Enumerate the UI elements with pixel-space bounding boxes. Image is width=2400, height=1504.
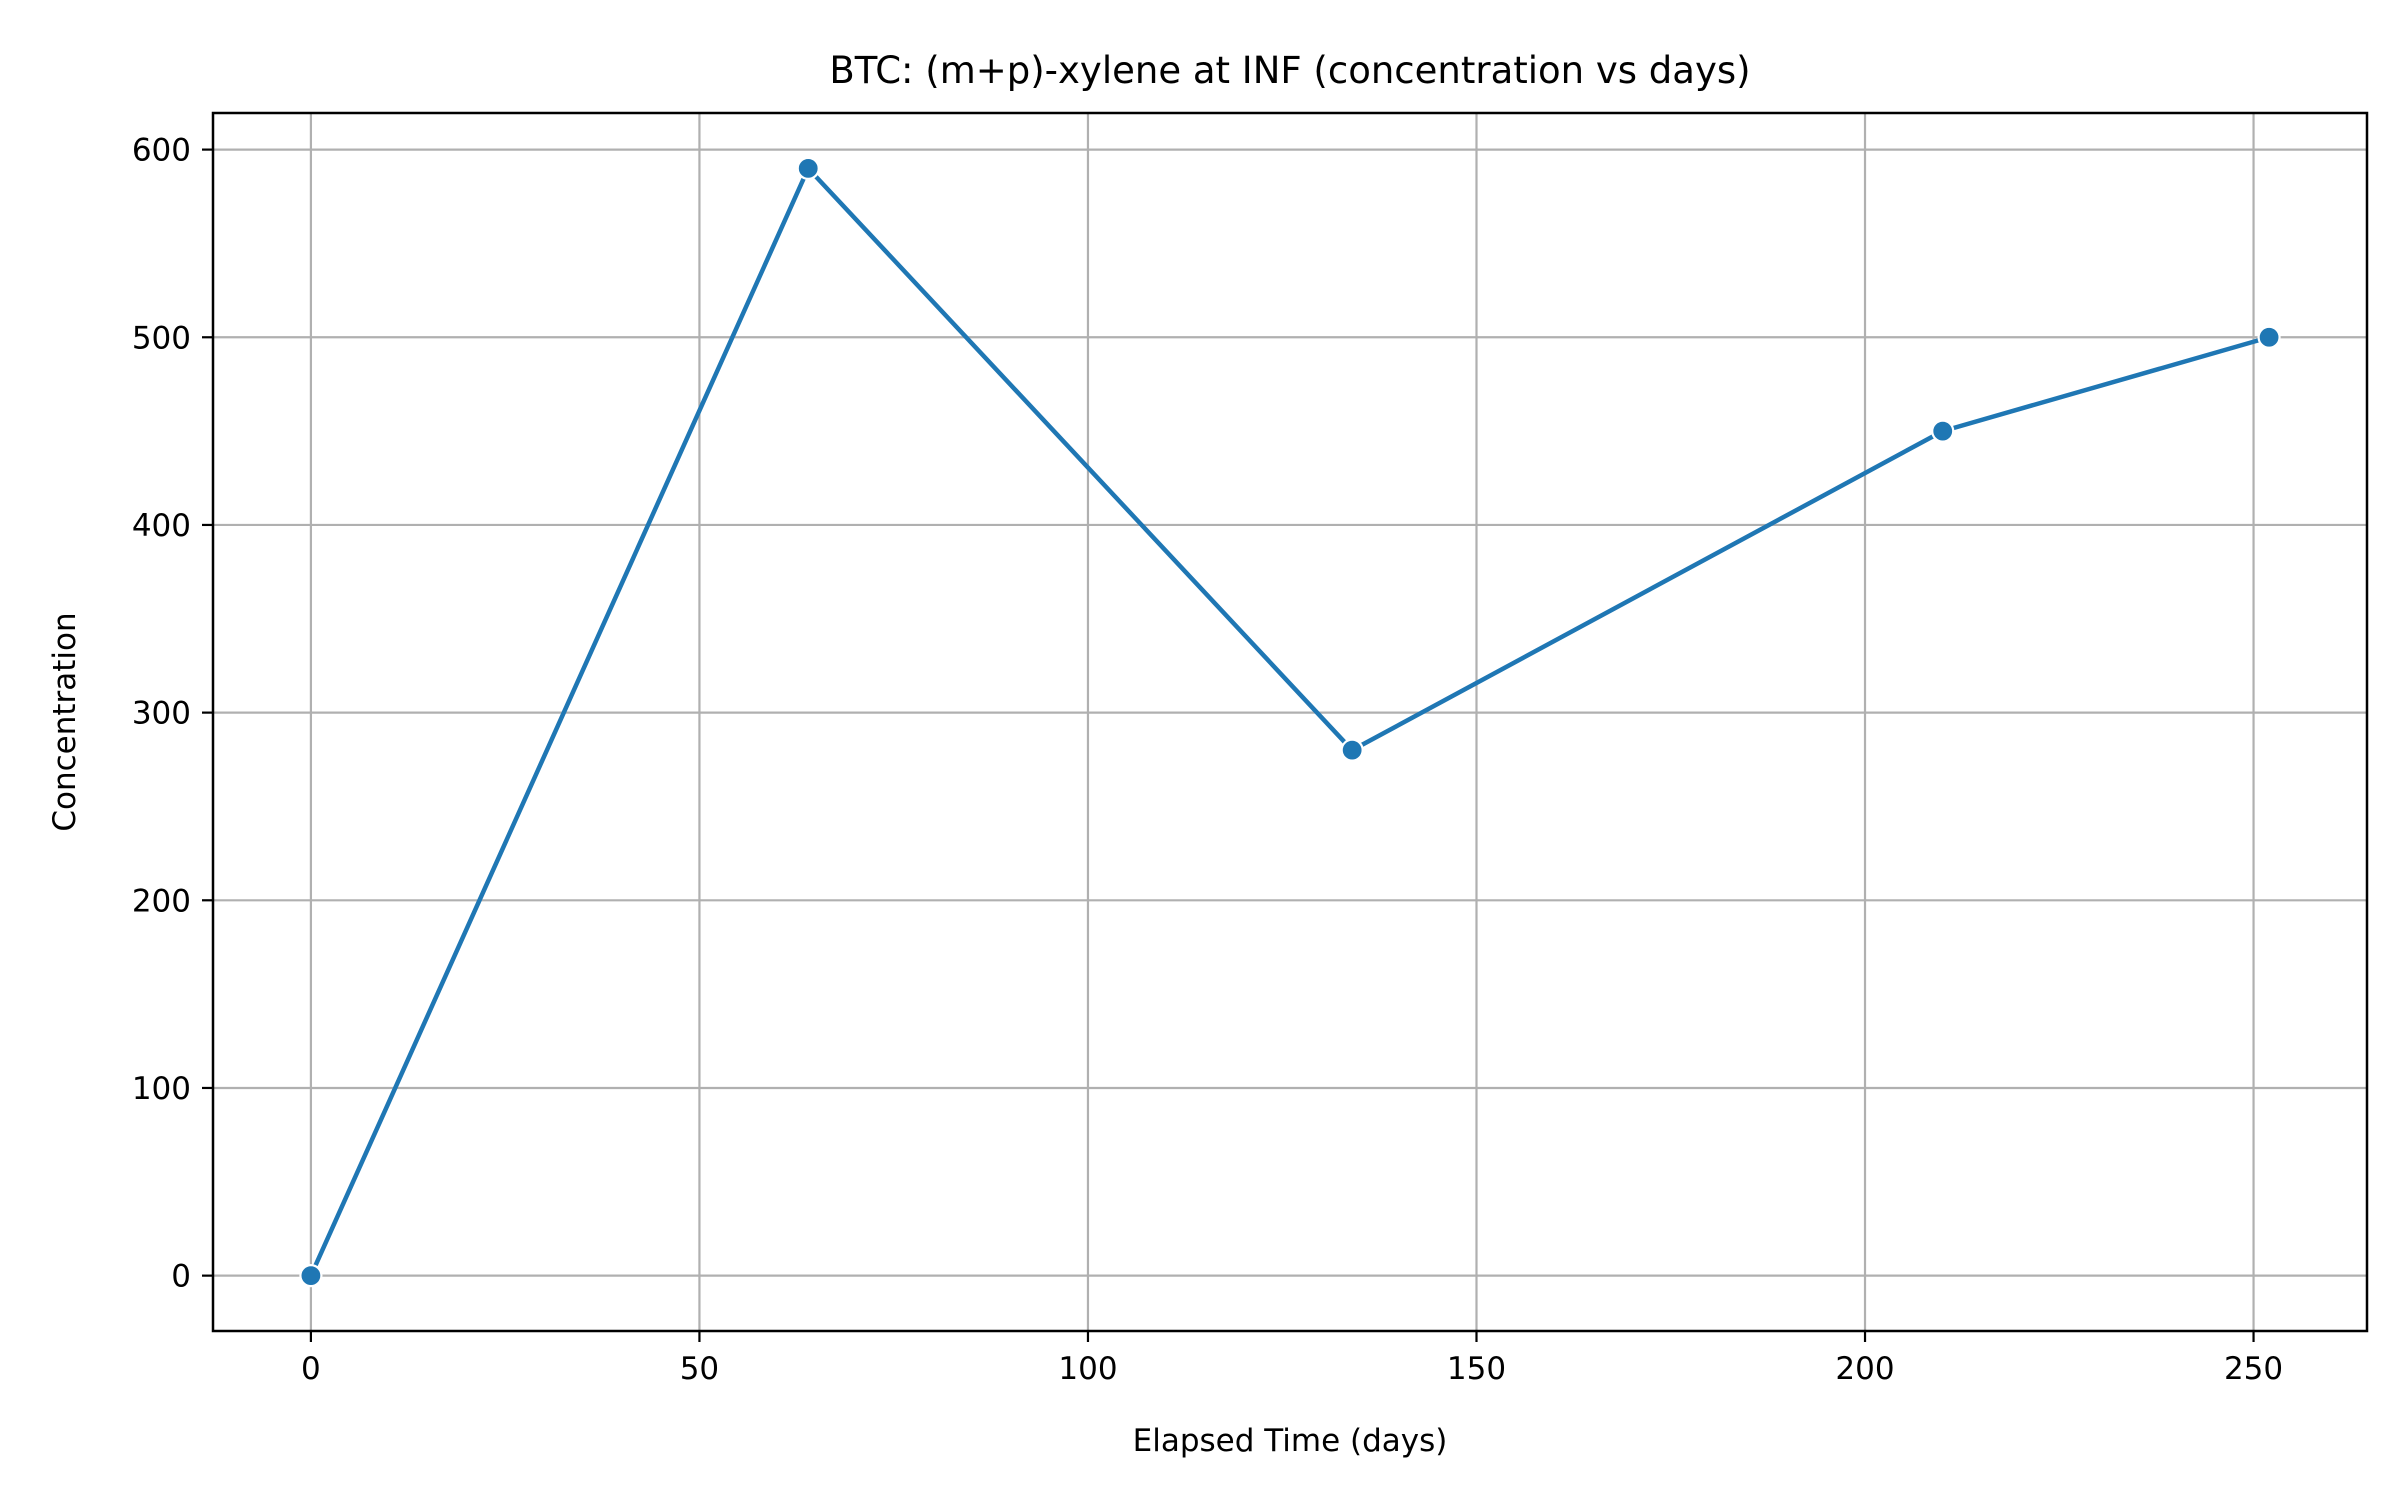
- x-tick-label: 200: [1835, 1351, 1894, 1387]
- grid: [213, 113, 2367, 1331]
- plot-frame: [211, 111, 2369, 1333]
- data-point: [1931, 419, 1955, 443]
- y-tick-label: 200: [132, 883, 191, 919]
- data-point: [299, 1264, 323, 1288]
- y-tick-label: 400: [132, 508, 191, 544]
- x-tick-label: 250: [2224, 1351, 2283, 1387]
- x-tick-label: 150: [1447, 1351, 1506, 1387]
- series-layer: [299, 156, 2281, 1288]
- tick-layer: 0 50 100 150 200 250 0 100 200 300 400 500 600: [132, 133, 2283, 1387]
- y-axis-title: Concentration: [47, 612, 83, 831]
- data-point: [2257, 325, 2281, 349]
- x-tick-label: 50: [680, 1351, 719, 1387]
- y-tick-label: 300: [132, 696, 191, 732]
- x-tick-label: 0: [301, 1351, 321, 1387]
- data-point: [1340, 738, 1364, 762]
- y-tick-label: 100: [132, 1071, 191, 1107]
- series-line: [308, 166, 2272, 1278]
- y-tick-label: 0: [171, 1259, 191, 1295]
- x-tick-label: 100: [1058, 1351, 1117, 1387]
- y-tick-label: 500: [132, 320, 191, 356]
- y-tick-label: 600: [132, 133, 191, 169]
- data-point: [796, 156, 820, 180]
- chart-title: BTC: (m+p)-xylene at INF (concentration …: [829, 49, 1750, 92]
- x-axis-title: Elapsed Time (days): [1133, 1423, 1448, 1459]
